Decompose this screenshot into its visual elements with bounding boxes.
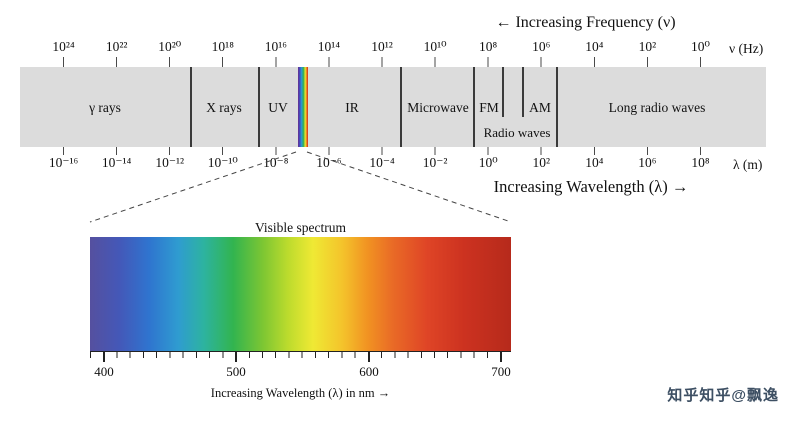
wavelength-tick-label: 10⁻² [422,155,448,170]
band-divider [556,67,558,147]
nm-major-tick [500,352,502,362]
band-divider [522,67,524,117]
band-divider [473,67,475,147]
wavelength-tick-label: 10⁻⁸ [263,155,289,170]
increasing-frequency-title: ← Increasing Frequency (ν) [495,14,676,31]
frequency-axis-ticks [63,57,701,67]
frequency-tick-label: 10⁸ [479,39,498,54]
region-ir: IR [345,100,359,115]
frequency-tick-label: 10²⁰ [158,39,182,54]
nm-tick-label-500: 500 [226,364,246,379]
wavelength-tick-label: 10² [532,155,551,170]
frequency-tick-label: 10⁶ [532,39,551,54]
nm-tick-label-400: 400 [94,364,114,379]
frequency-tick-label: 10²⁴ [52,39,75,54]
band-divider [400,67,402,147]
wavelength-tick-label: 10⁻¹⁶ [48,155,79,170]
spectrum-band: γ rays X rays UV IR Microwave FM AM Radi… [20,67,766,147]
nm-tick-label-700: 700 [491,364,511,379]
watermark: 知乎知乎@飘逸 [667,387,779,404]
region-fm: FM [479,100,499,115]
wavelength-axis-ticks [63,147,701,155]
wavelength-axis-unit: λ (m) [733,157,763,172]
increasing-wavelength-title: Increasing Wavelength (λ) → [493,177,689,196]
nm-major-tick [235,352,237,362]
nm-major-tick [368,352,370,362]
region-radio-waves: Radio waves [483,125,551,140]
nm-major-tick [103,352,105,362]
frequency-axis-unit: ν (Hz) [729,41,764,56]
wavelength-tick-label: 10⁻¹⁴ [101,155,132,170]
region-am: AM [529,100,551,115]
band-divider [190,67,192,147]
frequency-tick-label: 10¹⁴ [317,39,341,54]
wavelength-tick-label: 10⁰ [478,155,498,170]
band-divider [258,67,260,147]
frequency-tick-label: 10¹⁶ [264,39,287,54]
visible-light-strip [298,67,308,147]
wavelength-tick-label: 10⁻⁶ [316,155,342,170]
wavelength-tick-label: 10⁶ [638,155,657,170]
frequency-tick-label: 10¹⁸ [211,39,234,54]
frequency-tick-label: 10¹⁰ [423,39,447,54]
wavelength-tick-label: 10⁴ [585,155,604,170]
region-long-radio-waves: Long radio waves [608,100,706,115]
wavelength-tick-label: 10⁻⁴ [369,155,395,170]
region-microwave: Microwave [407,100,469,115]
nm-axis-caption: Increasing Wavelength (λ) in nm → [210,386,391,400]
region-x-rays: X rays [206,100,242,115]
visible-spectrum-title: Visible spectrum [254,220,347,235]
wavelength-tick-label: 10⁻¹⁰ [207,155,238,170]
region-uv: UV [268,100,288,115]
wavelength-tick-label: 10⁸ [691,155,710,170]
wavelength-axis-labels: 10⁻¹⁶ 10⁻¹⁴ 10⁻¹² 10⁻¹⁰ 10⁻⁸ 10⁻⁶ 10⁻⁴ 10⁻² 10⁰ 1… [37,155,727,171]
frequency-tick-label: 10¹² [371,39,393,54]
wavelength-tick-label: 10⁻¹² [155,155,185,170]
frequency-tick-label: 10⁴ [585,39,604,54]
frequency-tick-label: 10² [638,39,657,54]
frequency-tick-label: 10⁰ [691,39,710,54]
nm-tick-label-600: 600 [359,364,379,379]
visible-spectrum-gradient [90,237,511,352]
nm-minor-ticks [90,352,511,358]
band-divider [502,67,504,117]
frequency-tick-label: 10²² [105,39,128,54]
region-gamma-rays: γ rays [89,100,121,115]
frequency-axis-labels: 10²⁴ 10²² 10²⁰ 10¹⁸ 10¹⁶ 10¹⁴ 10¹² 10¹⁰ 10⁸ 10⁶ 10… [37,39,727,55]
